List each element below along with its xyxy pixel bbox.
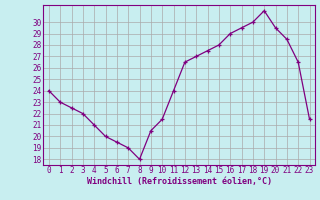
X-axis label: Windchill (Refroidissement éolien,°C): Windchill (Refroidissement éolien,°C) bbox=[87, 177, 272, 186]
